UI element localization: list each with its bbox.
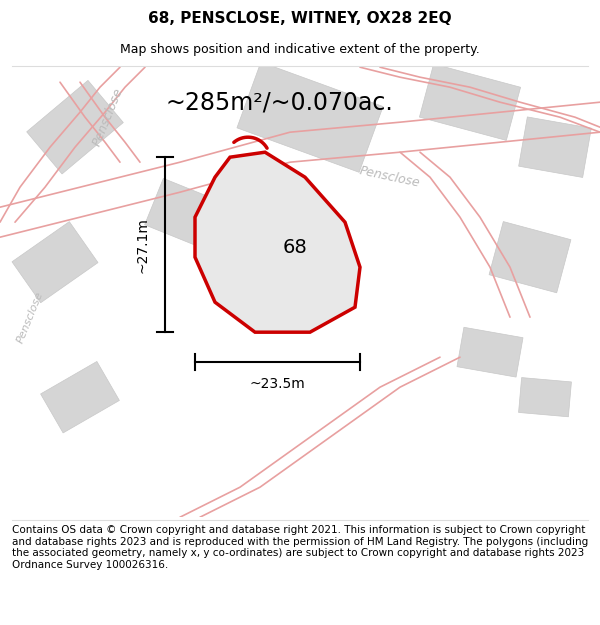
Polygon shape (12, 222, 98, 302)
Text: 68: 68 (283, 238, 307, 257)
Polygon shape (419, 64, 521, 141)
Polygon shape (145, 178, 265, 266)
Polygon shape (489, 222, 571, 292)
Text: ~23.5m: ~23.5m (250, 377, 305, 391)
Polygon shape (457, 328, 523, 377)
Text: Pensclose: Pensclose (358, 164, 422, 190)
Text: 68, PENSCLOSE, WITNEY, OX28 2EQ: 68, PENSCLOSE, WITNEY, OX28 2EQ (148, 11, 452, 26)
Text: ~285m²/~0.070ac.: ~285m²/~0.070ac. (165, 90, 393, 114)
Polygon shape (518, 117, 592, 178)
Text: Pensclose: Pensclose (15, 290, 45, 344)
Text: Pensclose: Pensclose (91, 86, 125, 148)
Text: Map shows position and indicative extent of the property.: Map shows position and indicative extent… (120, 42, 480, 56)
Polygon shape (237, 62, 383, 172)
Polygon shape (195, 152, 360, 332)
Polygon shape (26, 81, 124, 174)
Polygon shape (518, 378, 571, 417)
Text: Contains OS data © Crown copyright and database right 2021. This information is : Contains OS data © Crown copyright and d… (12, 525, 588, 570)
Polygon shape (41, 361, 119, 433)
Text: ~27.1m: ~27.1m (136, 217, 150, 272)
